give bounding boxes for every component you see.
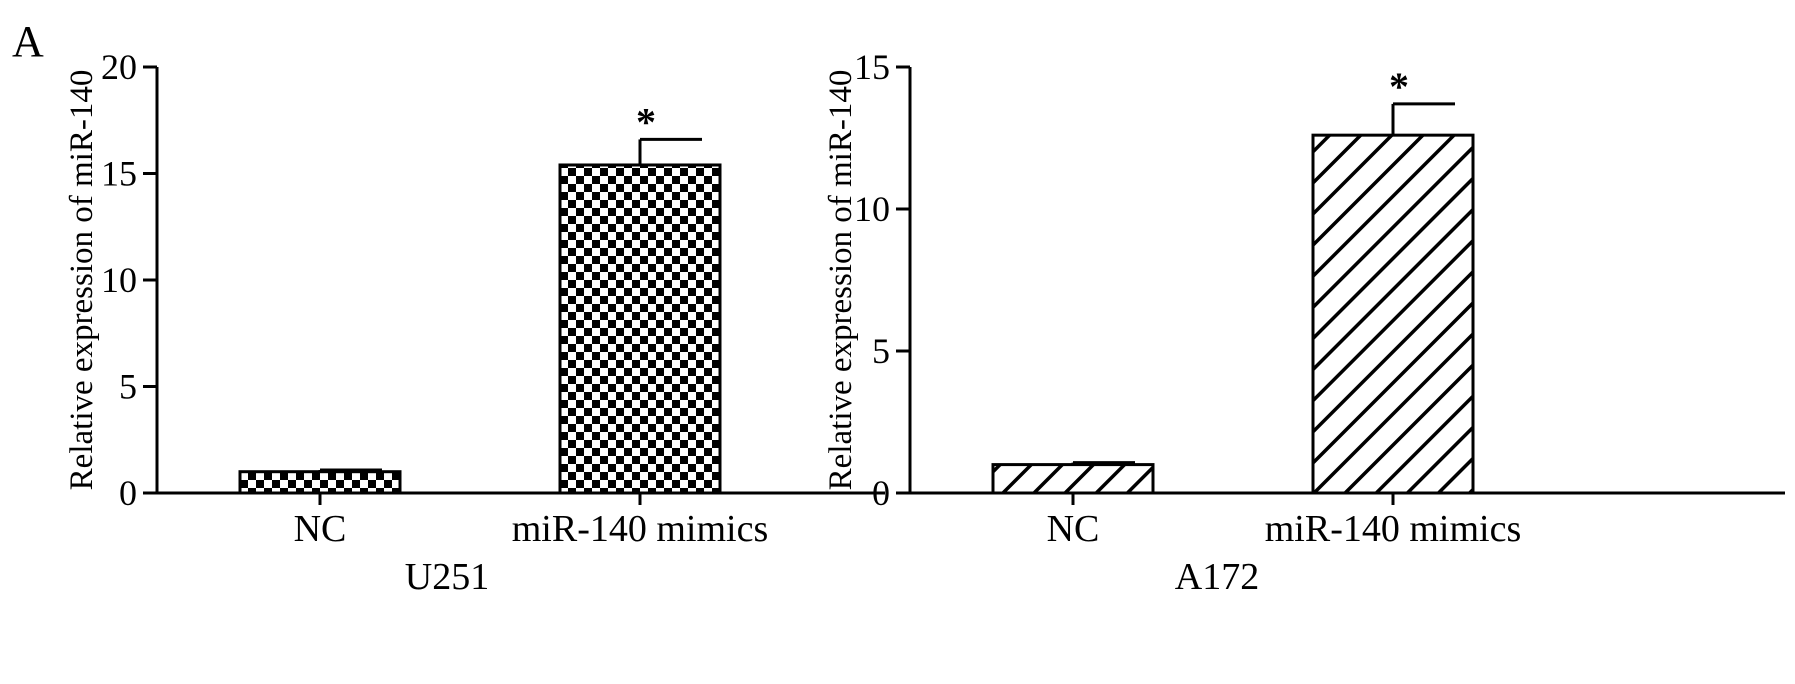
u251-category-label: miR-140 mimics <box>512 508 769 550</box>
a172-category-label: miR-140 mimics <box>1265 508 1522 550</box>
a172-x-axis-label: A172 <box>1175 556 1259 598</box>
u251-y-tick-label: 10 <box>101 260 137 300</box>
a172-significance-star: * <box>1389 64 1409 109</box>
u251-significance-star: * <box>636 99 656 144</box>
u251-y-tick-label: 0 <box>119 473 137 513</box>
a172-bar-nc <box>991 463 1155 495</box>
a172-y-tick-label: 0 <box>872 473 890 513</box>
u251-y-tick-label: 5 <box>119 367 137 407</box>
a172-bar-mimics <box>1311 133 1475 495</box>
a172-y-axis-label: Relative expression of miR-140 <box>823 70 859 491</box>
u251-y-tick-label: 20 <box>101 47 137 87</box>
panel-letter: A <box>12 17 44 66</box>
a172-y-tick-label: 5 <box>872 331 890 371</box>
u251-bar-mimics <box>558 163 722 495</box>
u251-y-axis-label: Relative expression of miR-140 <box>64 70 100 491</box>
a172-y-tick-label: 10 <box>854 189 890 229</box>
u251-category-label: NC <box>294 508 347 550</box>
a172-category-label: NC <box>1047 508 1100 550</box>
a172-y-tick-label: 15 <box>854 47 890 87</box>
u251-bar-nc <box>238 470 402 495</box>
u251-y-tick-label: 15 <box>101 154 137 194</box>
u251-x-axis-label: U251 <box>405 556 489 598</box>
